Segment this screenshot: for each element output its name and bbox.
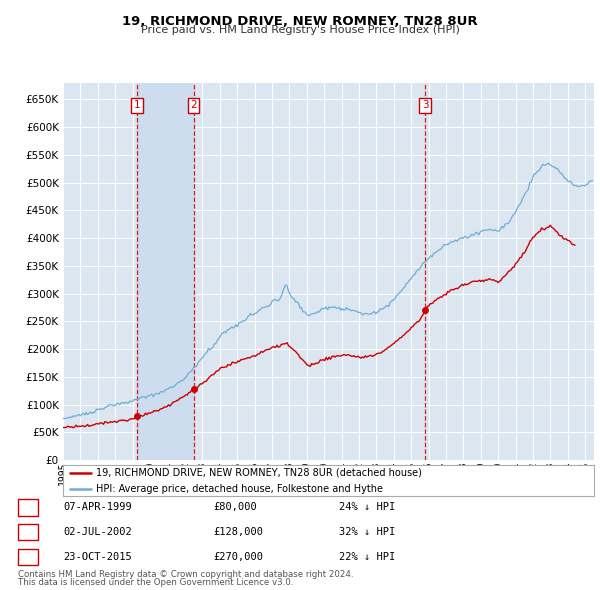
Text: 1: 1 — [25, 503, 32, 512]
Text: 19, RICHMOND DRIVE, NEW ROMNEY, TN28 8UR (detached house): 19, RICHMOND DRIVE, NEW ROMNEY, TN28 8UR… — [96, 468, 422, 477]
Text: Price paid vs. HM Land Registry's House Price Index (HPI): Price paid vs. HM Land Registry's House … — [140, 25, 460, 35]
Text: £270,000: £270,000 — [213, 552, 263, 562]
Text: 19, RICHMOND DRIVE, NEW ROMNEY, TN28 8UR: 19, RICHMOND DRIVE, NEW ROMNEY, TN28 8UR — [122, 15, 478, 28]
Text: Contains HM Land Registry data © Crown copyright and database right 2024.: Contains HM Land Registry data © Crown c… — [18, 571, 353, 579]
Bar — [137, 83, 194, 460]
Text: £128,000: £128,000 — [213, 527, 263, 537]
Text: 3: 3 — [25, 552, 32, 562]
Text: 22% ↓ HPI: 22% ↓ HPI — [339, 552, 395, 562]
Text: 3: 3 — [422, 100, 428, 110]
Text: 02-JUL-2002: 02-JUL-2002 — [63, 527, 132, 537]
Text: £80,000: £80,000 — [213, 503, 257, 512]
Text: 07-APR-1999: 07-APR-1999 — [63, 503, 132, 512]
Text: 32% ↓ HPI: 32% ↓ HPI — [339, 527, 395, 537]
Text: 2: 2 — [25, 527, 32, 537]
Text: 2: 2 — [190, 100, 197, 110]
Text: 23-OCT-2015: 23-OCT-2015 — [63, 552, 132, 562]
Text: HPI: Average price, detached house, Folkestone and Hythe: HPI: Average price, detached house, Folk… — [96, 484, 383, 494]
Text: This data is licensed under the Open Government Licence v3.0.: This data is licensed under the Open Gov… — [18, 578, 293, 587]
Text: 24% ↓ HPI: 24% ↓ HPI — [339, 503, 395, 512]
Text: 1: 1 — [134, 100, 140, 110]
